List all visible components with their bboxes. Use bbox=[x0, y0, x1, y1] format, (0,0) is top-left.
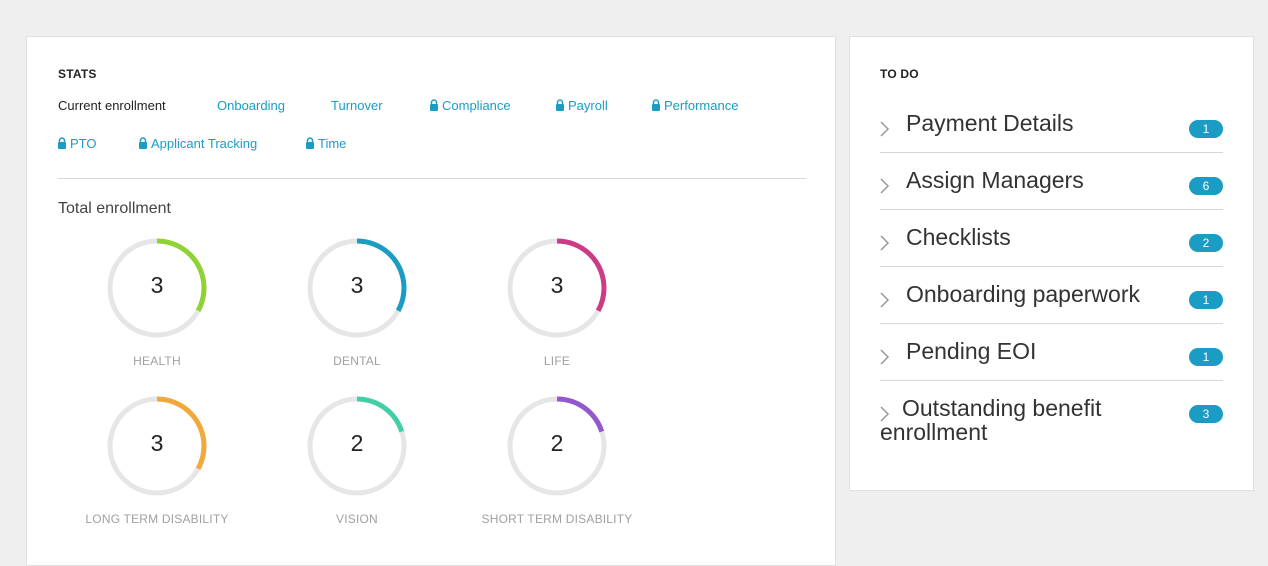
todo-title: TO DO bbox=[880, 67, 919, 81]
todo-item-checklists[interactable]: Checklists 2 bbox=[880, 225, 1223, 267]
metric-value: 3 bbox=[150, 430, 164, 456]
ring-arc bbox=[507, 238, 607, 338]
todo-label: Assign Managers bbox=[906, 167, 1084, 193]
tab-compliance[interactable]: Compliance bbox=[429, 98, 511, 113]
count-badge: 2 bbox=[1189, 234, 1223, 252]
metric-value: 3 bbox=[550, 272, 564, 298]
tab-label: Applicant Tracking bbox=[151, 136, 258, 151]
todo-panel: TO DO Payment Details 1 Assign Managers … bbox=[849, 36, 1254, 491]
todo-item-payment-details[interactable]: Payment Details 1 bbox=[880, 111, 1223, 153]
metric-label: HEALTH bbox=[133, 354, 181, 368]
ring-chart bbox=[507, 238, 607, 338]
ring-arc bbox=[107, 238, 207, 338]
metric-value: 3 bbox=[150, 272, 164, 298]
metric-short-term-disability: 2 SHORT TERM DISABILITY bbox=[477, 394, 637, 526]
tab-label: Current enrollment bbox=[58, 98, 166, 113]
tab-current-enrollment[interactable]: Current enrollment bbox=[58, 98, 166, 113]
metric-value: 3 bbox=[350, 272, 364, 298]
todo-label: Pending EOI bbox=[906, 338, 1037, 364]
todo-label: Payment Details bbox=[906, 110, 1074, 136]
metric-label: DENTAL bbox=[333, 354, 381, 368]
tab-label: Performance bbox=[664, 98, 739, 113]
tab-label: Turnover bbox=[331, 98, 383, 113]
tab-turnover[interactable]: Turnover bbox=[331, 98, 383, 113]
lock-icon bbox=[652, 99, 660, 111]
tab-label: Onboarding bbox=[217, 98, 285, 113]
stats-title: STATS bbox=[58, 67, 97, 81]
divider bbox=[58, 178, 806, 179]
tab-label: PTO bbox=[70, 136, 97, 151]
lock-icon bbox=[58, 137, 66, 149]
tab-time[interactable]: Time bbox=[305, 136, 346, 151]
tab-payroll[interactable]: Payroll bbox=[555, 98, 608, 113]
ring-chart bbox=[307, 238, 407, 338]
tab-label: Payroll bbox=[568, 98, 608, 113]
lock-icon bbox=[306, 137, 314, 149]
count-badge: 3 bbox=[1189, 405, 1223, 423]
todo-label: Checklists bbox=[906, 224, 1011, 250]
count-badge: 1 bbox=[1189, 291, 1223, 309]
chevron-right-icon bbox=[880, 349, 890, 365]
ring-chart bbox=[107, 396, 207, 496]
metric-dental: 3 DENTAL bbox=[277, 236, 437, 368]
ring-arc bbox=[307, 396, 407, 496]
ring-arc bbox=[107, 396, 207, 496]
todo-item-pending-eoi[interactable]: Pending EOI 1 bbox=[880, 339, 1223, 381]
metric-vision: 2 VISION bbox=[277, 394, 437, 526]
tab-label: Compliance bbox=[442, 98, 511, 113]
metric-life: 3 LIFE bbox=[477, 236, 637, 368]
chevron-right-icon bbox=[880, 178, 890, 194]
todo-label: Outstanding benefit enrollment bbox=[880, 395, 1102, 445]
metric-label: SHORT TERM DISABILITY bbox=[481, 512, 633, 526]
metric-label: VISION bbox=[336, 512, 378, 526]
ring-arc bbox=[307, 238, 407, 338]
tab-label: Time bbox=[318, 136, 347, 151]
chevron-right-icon bbox=[880, 235, 890, 251]
tab-pto[interactable]: PTO bbox=[57, 136, 97, 151]
lock-icon bbox=[139, 137, 147, 149]
metric-label: LONG TERM DISABILITY bbox=[85, 512, 229, 526]
lock-icon bbox=[430, 99, 438, 111]
tab-applicant-tracking[interactable]: Applicant Tracking bbox=[138, 136, 257, 151]
todo-item-outstanding-benefit-enrollment[interactable]: Outstanding benefit enrollment 3 bbox=[880, 396, 1223, 452]
metric-value: 2 bbox=[350, 430, 364, 456]
ring-chart bbox=[507, 396, 607, 496]
count-badge: 1 bbox=[1189, 348, 1223, 366]
chevron-right-icon bbox=[880, 121, 890, 137]
metric-value: 2 bbox=[550, 430, 564, 456]
tab-performance[interactable]: Performance bbox=[651, 98, 738, 113]
ring-chart bbox=[107, 238, 207, 338]
section-label: Total enrollment bbox=[58, 200, 171, 217]
metric-label: LIFE bbox=[543, 354, 571, 368]
count-badge: 6 bbox=[1189, 177, 1223, 195]
chevron-right-icon bbox=[880, 292, 890, 308]
chevron-right-icon bbox=[880, 406, 890, 422]
metric-long-term-disability: 3 LONG TERM DISABILITY bbox=[77, 394, 237, 526]
tab-onboarding[interactable]: Onboarding bbox=[217, 98, 285, 113]
todo-label: Onboarding paperwork bbox=[906, 281, 1140, 307]
todo-item-onboarding-paperwork[interactable]: Onboarding paperwork 1 bbox=[880, 282, 1223, 324]
ring-chart bbox=[307, 396, 407, 496]
metric-health: 3 HEALTH bbox=[77, 236, 237, 368]
lock-icon bbox=[556, 99, 564, 111]
stats-panel: STATS Current enrollment Onboarding Turn… bbox=[26, 36, 836, 566]
count-badge: 1 bbox=[1189, 120, 1223, 138]
todo-item-assign-managers[interactable]: Assign Managers 6 bbox=[880, 168, 1223, 210]
ring-arc bbox=[507, 396, 607, 496]
